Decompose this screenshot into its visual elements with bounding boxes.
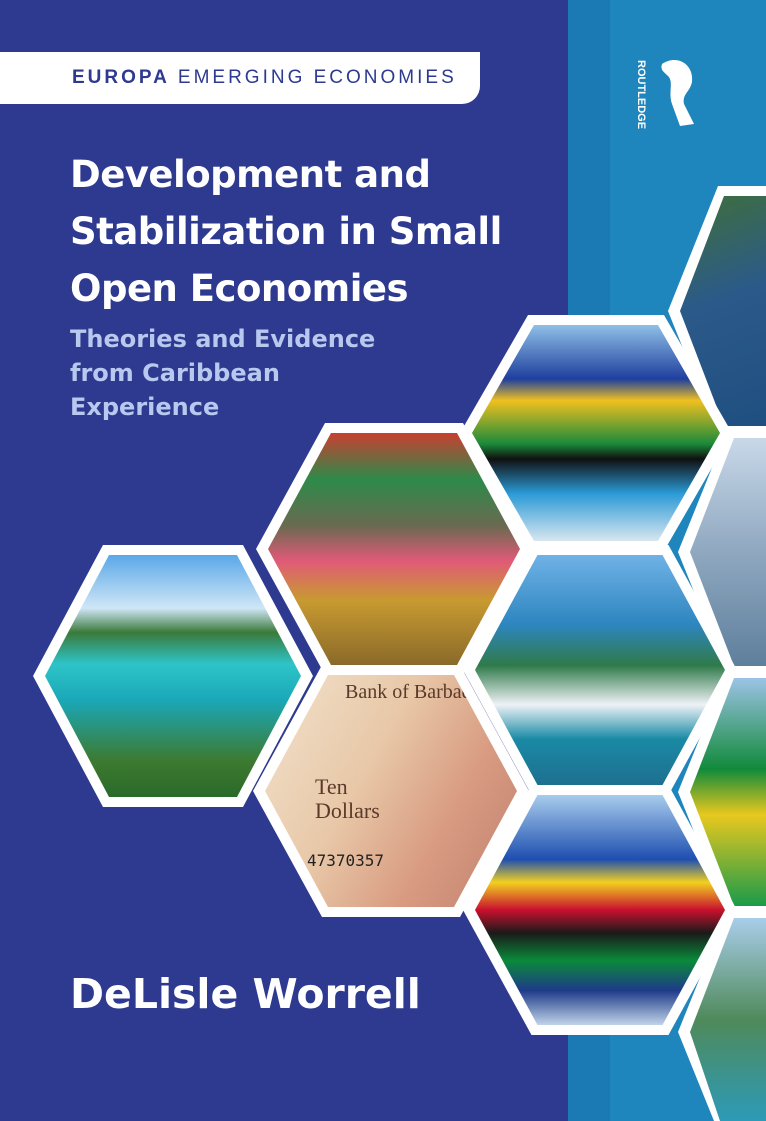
publisher-name: ROUTLEDGE xyxy=(635,60,647,129)
routledge-logo: ROUTLEDGE xyxy=(635,60,694,129)
hex-cruise xyxy=(463,545,737,795)
title-line: Development and xyxy=(70,153,431,196)
series-banner: EUROPA EMERGING ECONOMIES xyxy=(0,52,480,104)
hex-market xyxy=(256,423,532,675)
author-name: DeLisle Worrell xyxy=(70,970,421,1018)
book-title: Development and Stabilization in Small O… xyxy=(70,146,502,317)
title-line: Stabilization in Small xyxy=(70,210,502,253)
subtitle-line: Theories and Evidence xyxy=(70,325,376,353)
book-subtitle: Theories and Evidence from Caribbean Exp… xyxy=(70,322,375,424)
subtitle-line: from Caribbean xyxy=(70,359,280,387)
hex-beach xyxy=(33,545,313,807)
series-rest: EMERGING ECONOMIES xyxy=(177,67,457,88)
hex-banknote: Bank of Barbados Ten Dollars 47370357 xyxy=(253,665,529,917)
series-bold: EUROPA xyxy=(72,67,170,88)
banknote-bank: Bank of Barbados xyxy=(345,681,490,703)
banknote-serial: 47370357 xyxy=(307,851,385,870)
title-line: Open Economies xyxy=(70,267,408,310)
banknote-denomination: Ten Dollars xyxy=(315,774,380,823)
subtitle-line: Experience xyxy=(70,393,220,421)
